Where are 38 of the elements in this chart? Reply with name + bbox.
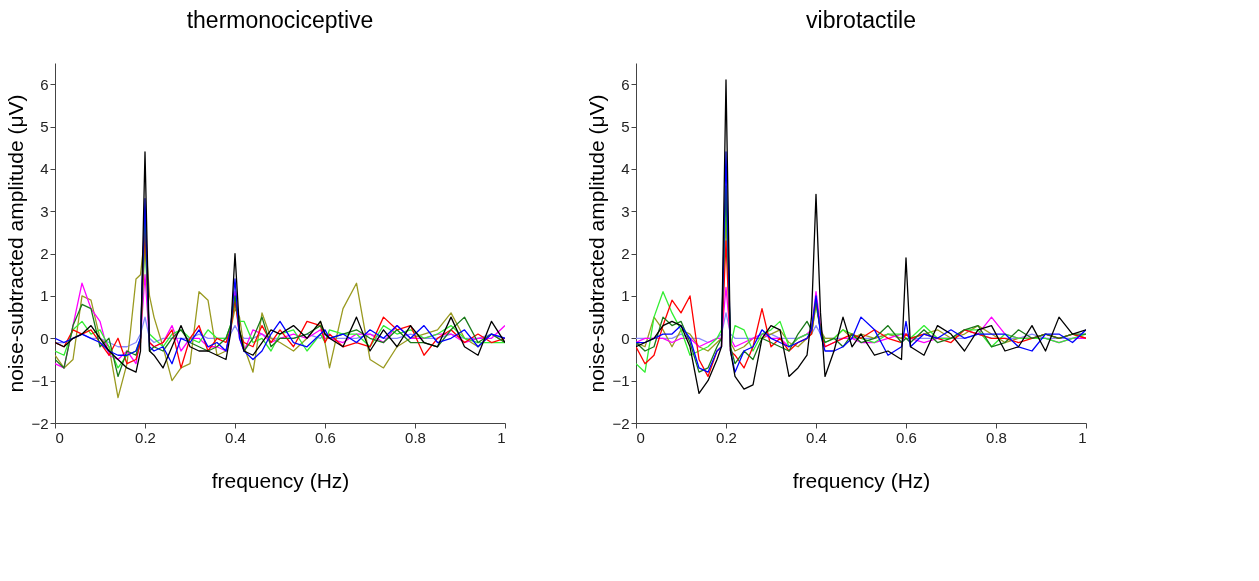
y-tick-label: 5 bbox=[40, 118, 49, 136]
y-tick-label: −1 bbox=[612, 372, 630, 390]
y-tick-label: 6 bbox=[621, 75, 630, 93]
x-tick-label: 0.8 bbox=[986, 428, 1007, 446]
y-tick-label: −2 bbox=[612, 414, 630, 432]
x-tick-label: 1 bbox=[1078, 428, 1087, 446]
y-tick-label: −2 bbox=[31, 414, 49, 432]
x-axis-title: frequency (Hz) bbox=[792, 468, 931, 492]
y-tick-label: 1 bbox=[40, 287, 49, 305]
y-axis-title: noise-subtracted amplitude (μV) bbox=[585, 94, 609, 393]
chart-title: vibrotactile bbox=[806, 7, 916, 33]
y-tick-label: 4 bbox=[621, 160, 630, 178]
x-tick-label: 0.4 bbox=[225, 428, 246, 446]
x-tick-label: 0.6 bbox=[896, 428, 917, 446]
x-tick-label: 1 bbox=[497, 428, 506, 446]
x-tick-label: 0.4 bbox=[806, 428, 827, 446]
chart-title: thermonociceptive bbox=[186, 7, 374, 33]
x-tick-label: 0.2 bbox=[135, 428, 156, 446]
y-tick-label: 2 bbox=[621, 245, 630, 263]
x-tick-label: 0 bbox=[636, 428, 645, 446]
y-tick-label: 0 bbox=[40, 329, 49, 347]
x-tick-label: 0.8 bbox=[405, 428, 426, 446]
x-axis-title: frequency (Hz) bbox=[211, 468, 350, 492]
y-tick-label: 1 bbox=[621, 287, 630, 305]
x-tick-label: 0.6 bbox=[315, 428, 336, 446]
line-series bbox=[636, 79, 1086, 394]
y-tick-label: 3 bbox=[40, 202, 49, 220]
y-tick-label: 6 bbox=[40, 75, 49, 93]
x-tick-label: 0 bbox=[55, 428, 64, 446]
y-tick-label: 2 bbox=[40, 245, 49, 263]
y-tick-label: 4 bbox=[40, 160, 49, 178]
line-series bbox=[55, 151, 505, 373]
y-axis-title: noise-subtracted amplitude (μV) bbox=[4, 94, 28, 393]
y-tick-label: 3 bbox=[621, 202, 630, 220]
y-tick-label: −1 bbox=[31, 372, 49, 390]
y-tick-label: 0 bbox=[621, 329, 630, 347]
x-tick-label: 0.2 bbox=[716, 428, 737, 446]
y-tick-label: 5 bbox=[621, 118, 630, 136]
